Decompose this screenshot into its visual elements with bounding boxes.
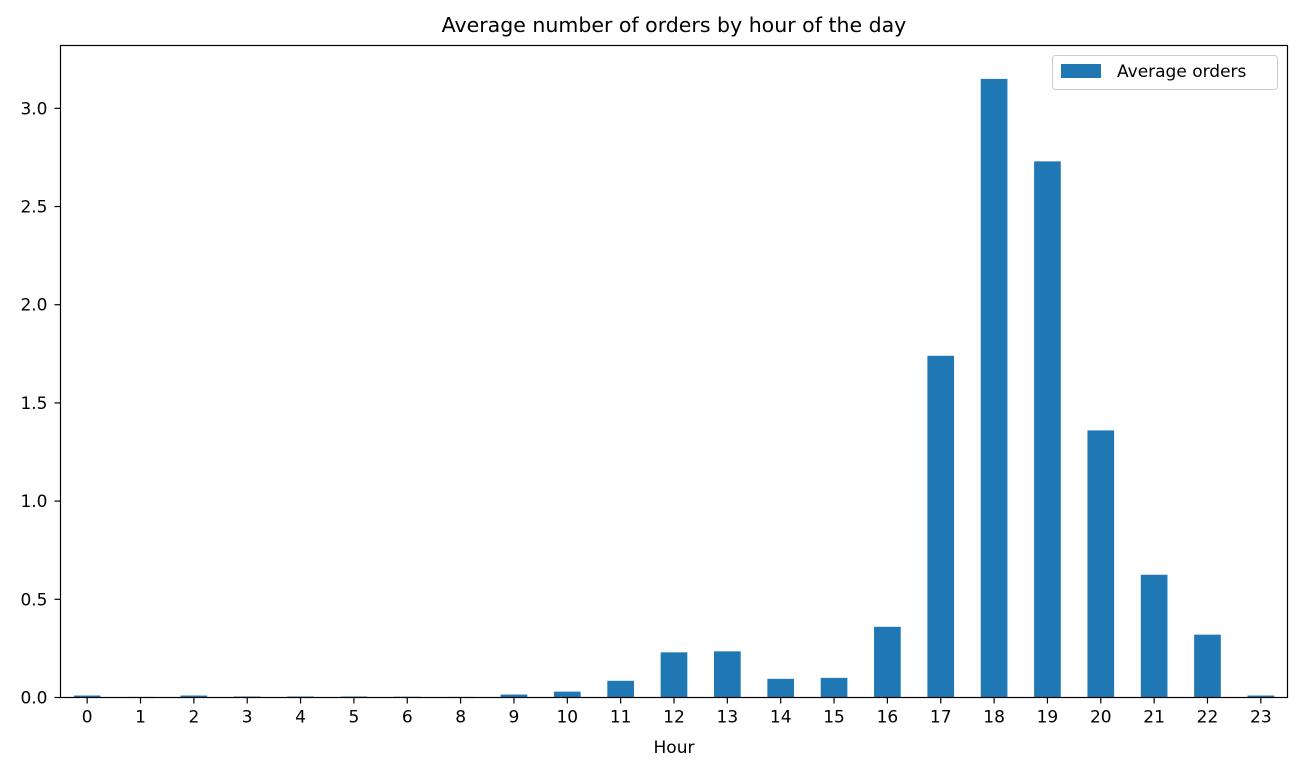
- bar-group: [73, 78, 1275, 698]
- x-tick-label: 21: [1143, 708, 1165, 728]
- x-tick-label: 17: [930, 708, 952, 728]
- bar-hour-14: [767, 678, 795, 698]
- x-tick-label: 13: [717, 708, 739, 728]
- y-tick-label: 2.0: [20, 296, 47, 316]
- bar-hour-17: [927, 355, 955, 698]
- bar-hour-16: [874, 626, 901, 698]
- chart-title: Average number of orders by hour of the …: [442, 13, 907, 37]
- bar-hour-0: [73, 695, 101, 698]
- x-tick-label: 19: [1037, 708, 1059, 728]
- bar-hour-21: [1140, 574, 1168, 698]
- x-tick-label: 18: [983, 708, 1005, 728]
- x-tick-label: 8: [455, 708, 466, 728]
- y-tick-label: 3.0: [20, 99, 47, 119]
- x-tick-label: 14: [770, 708, 792, 728]
- legend-box: [1052, 55, 1278, 90]
- bar-hour-20: [1087, 430, 1115, 698]
- bar-hour-15: [820, 677, 848, 698]
- x-tick-label: 22: [1197, 708, 1219, 728]
- x-axis-label: Hour: [654, 738, 695, 758]
- x-tick-label: 3: [242, 708, 253, 728]
- x-tick-label: 10: [556, 708, 578, 728]
- x-tick-label: 2: [188, 708, 199, 728]
- x-tick-label: 0: [82, 708, 93, 728]
- x-tick-label: 23: [1250, 708, 1272, 728]
- x-tick-label: 4: [295, 708, 306, 728]
- x-tick-label: 16: [877, 708, 899, 728]
- x-tick-label: 1: [135, 708, 146, 728]
- x-tick-label: 6: [402, 708, 413, 728]
- plot-frame: [59, 44, 1289, 699]
- bar-hour-2: [180, 695, 208, 698]
- x-axis: 0 1 2 3 4 5 6 8 9 10 11 12 13 14 15 16 17 18 19 20 21 22 23: [82, 697, 1272, 728]
- y-tick-label: 0.0: [20, 689, 47, 709]
- bar-hour-18: [980, 78, 1008, 698]
- y-tick-label: 1.5: [20, 394, 47, 414]
- x-tick-label: 20: [1090, 708, 1112, 728]
- legend-swatch: [1061, 64, 1101, 78]
- bar-hour-19: [1034, 161, 1061, 698]
- y-axis: 0.0 0.5 1.0 1.5 2.0 2.5 3.0: [20, 99, 61, 709]
- legend: Average orders: [1052, 55, 1278, 90]
- bar-hour-22: [1194, 634, 1221, 698]
- y-tick-label: 2.5: [20, 198, 47, 218]
- x-tick-label: 5: [348, 708, 359, 728]
- x-tick-label: 9: [509, 708, 520, 728]
- bar-hour-9: [500, 694, 528, 698]
- bar-hour-23: [1247, 695, 1275, 698]
- x-tick-label: 15: [823, 708, 845, 728]
- y-tick-label: 1.0: [20, 492, 47, 512]
- bar-hour-12: [660, 652, 688, 698]
- y-tick-label: 0.5: [20, 590, 47, 610]
- bar-hour-13: [714, 651, 741, 698]
- bar-hour-11: [607, 680, 634, 698]
- bar-hour-10: [553, 691, 581, 698]
- x-tick-label: 12: [663, 708, 685, 728]
- x-tick-label: 11: [610, 708, 632, 728]
- legend-label: Average orders: [1117, 62, 1247, 82]
